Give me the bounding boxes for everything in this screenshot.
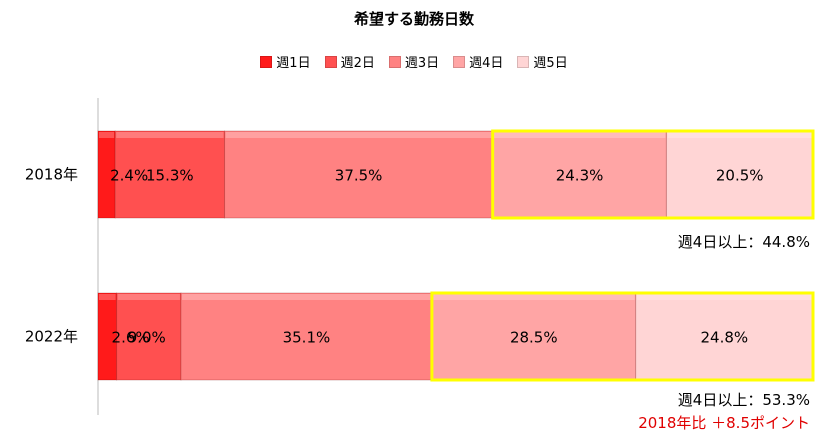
data-label-1-2: 15.3% [146, 167, 194, 185]
data-label-2-2: 9.0% [128, 329, 166, 347]
legend-item-3: 週3日 [388, 52, 440, 71]
annotation-2018: 週4日以上：44.8% [677, 233, 810, 251]
bar-shine-1-1 [99, 132, 115, 138]
legend-item-2: 週2日 [324, 52, 375, 71]
legend-label-3: 週3日 [404, 56, 440, 71]
legend-label-2: 週2日 [340, 56, 375, 71]
legend-item-4: 週4日 [453, 52, 503, 71]
category-label-1: 2018年 [25, 166, 78, 184]
annotation-2022: 週4日以上：53.3% [677, 391, 810, 409]
legend-swatch-4 [453, 55, 466, 68]
bar-shine-1-2 [116, 132, 224, 138]
legend-swatch-2 [324, 55, 337, 68]
bar-shine-2-2 [117, 294, 180, 300]
bar-shine-2-4 [432, 294, 635, 300]
highlight-box-1 [491, 129, 815, 220]
bar-shine-2-1 [99, 294, 116, 300]
chart-legend: 週1日 週2日 週3日 週4日 週5日 [0, 52, 828, 71]
legend-label-4: 週4日 [469, 56, 504, 71]
bar-1-5 [665, 130, 814, 219]
data-label-2-4: 28.5% [510, 329, 558, 347]
legend-swatch-1 [260, 55, 273, 68]
bar-shine-2-3 [181, 294, 431, 300]
bar-2-4 [431, 292, 637, 381]
bar-2-3 [180, 292, 433, 381]
legend-label-1: 週1日 [276, 56, 311, 71]
footnote-comparison: 2018年比 ＋8.5ポイント [638, 414, 810, 432]
legend-label-5: 週5日 [533, 56, 568, 71]
bar-2-2 [116, 292, 182, 381]
legend-item-5: 週5日 [517, 52, 568, 71]
bar-shine-1-3 [225, 132, 492, 138]
bar-shine-2-5 [636, 294, 812, 300]
chart-title: 希望する勤務日数 [353, 10, 474, 28]
data-label-1-1: 2.4% [110, 167, 148, 185]
data-label-1-5: 20.5% [716, 167, 764, 185]
category-label-2: 2022年 [25, 328, 78, 346]
bar-2-5 [635, 292, 814, 381]
data-label-2-1: 2.6% [112, 329, 150, 347]
data-label-2-5: 24.8% [701, 329, 749, 347]
bar-1-3 [224, 130, 494, 219]
bar-shine-1-5 [667, 132, 812, 138]
bar-shine-1-4 [493, 132, 666, 138]
bar-1-2 [114, 130, 226, 219]
legend-swatch-3 [388, 55, 401, 68]
data-label-1-4: 24.3% [556, 167, 604, 185]
data-label-2-3: 35.1% [283, 329, 331, 347]
highlight-box-2 [430, 291, 815, 382]
legend-swatch-5 [517, 55, 530, 68]
data-label-1-3: 37.5% [335, 167, 383, 185]
legend-item-1: 週1日 [260, 52, 311, 71]
